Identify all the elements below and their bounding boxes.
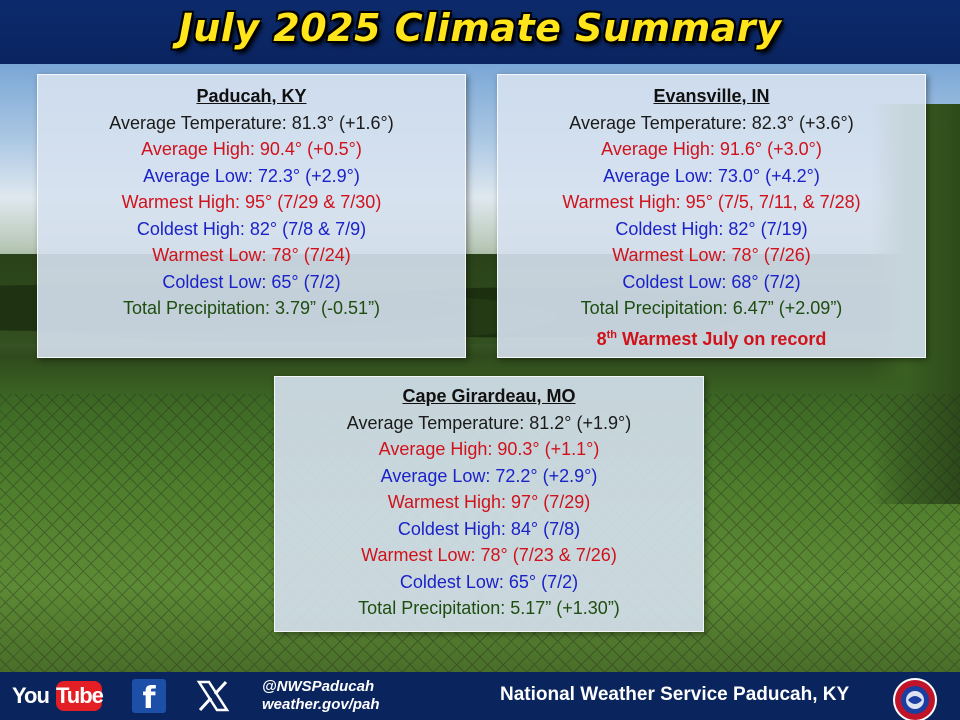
coldest-high: Coldest High: 84° (7/8) [397,518,581,539]
panel-title: Paducah, KY [196,86,307,106]
avg-high: Average High: 90.4° (+0.5°) [141,139,362,159]
header-bar: July 2025 Climate Summary [0,0,960,64]
coldest-low: Coldest Low: 65° (7/2) [399,571,579,592]
total-precip: Total Precipitation: 6.47” (+2.09”) [580,298,843,318]
panel-paducah: Paducah, KY Average Temperature: 81.3° (… [37,74,466,358]
warmest-high: Warmest High: 97° (7/29) [387,492,591,512]
record-text: Warmest July on record [617,328,827,349]
nws-logo-icon [893,678,937,720]
warmest-high: Warmest High: 95° (7/5, 7/11, & 7/28) [562,192,861,212]
coldest-low: Coldest Low: 65° (7/2) [162,271,341,292]
website-text[interactable]: weather.gov/pah [262,696,380,713]
warmest-low: Warmest Low: 78° (7/24) [152,245,351,265]
avg-low: Average Low: 72.3° (+2.9°) [143,165,360,186]
coldest-high: Coldest High: 82° (7/8 & 7/9) [136,218,367,239]
avg-high: Average High: 90.3° (+1.1°) [378,439,600,459]
record-num: 8 [596,328,607,349]
panel-cape-girardeau: Cape Girardeau, MO Average Temperature: … [274,376,704,632]
youtube-tube-text: Tube [56,681,104,711]
record-sup: th [606,328,617,341]
x-icon[interactable] [195,678,231,714]
avg-temp: Average Temperature: 81.3° (+1.6°) [109,112,394,133]
warmest-low: Warmest Low: 78° (7/26) [612,245,811,265]
panel-title: Cape Girardeau, MO [402,386,576,406]
social-handle: @NWSPaducah weather.gov/pah [262,678,380,714]
total-precip: Total Precipitation: 3.79” (-0.51”) [122,298,381,318]
record-note: 8th Warmest July on record [498,322,925,353]
warmest-low: Warmest Low: 78° (7/23 & 7/26) [361,545,617,565]
coldest-high: Coldest High: 82° (7/19) [615,218,808,239]
total-precip: Total Precipitation: 5.17” (+1.30”) [358,598,620,618]
avg-low: Average Low: 72.2° (+2.9°) [380,465,598,486]
avg-temp: Average Temperature: 82.3° (+3.6°) [569,112,854,133]
coldest-low: Coldest Low: 68° (7/2) [622,271,801,292]
office-name: National Weather Service Paducah, KY [500,684,850,705]
avg-high: Average High: 91.6° (+3.0°) [601,139,822,159]
facebook-icon[interactable]: f [132,679,166,716]
avg-low: Average Low: 73.0° (+4.2°) [603,165,820,186]
page-title: July 2025 Climate Summary [178,6,782,50]
youtube-you-text: You [12,683,50,708]
panel-evansville: Evansville, IN Average Temperature: 82.3… [497,74,926,358]
handle-text[interactable]: @NWSPaducah [262,678,375,695]
avg-temp: Average Temperature: 81.2° (+1.9°) [346,412,632,433]
warmest-high: Warmest High: 95° (7/29 & 7/30) [121,192,382,212]
youtube-icon[interactable]: You Tube [12,679,104,713]
panel-title: Evansville, IN [653,86,770,106]
footer-bar: You Tube f @NWSPaducah weather.gov/pah N… [0,672,960,720]
